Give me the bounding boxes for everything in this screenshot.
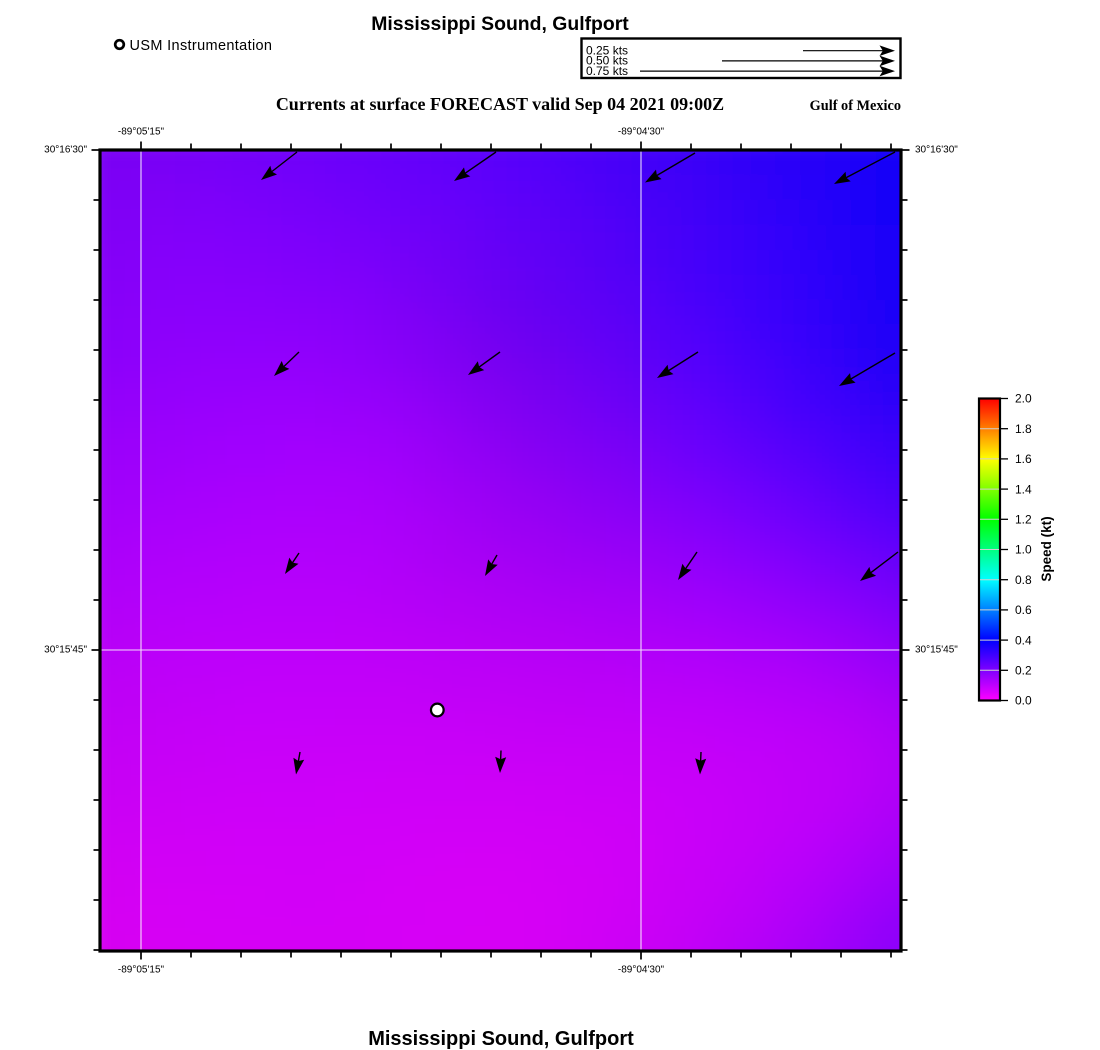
svg-text:Mississippi Sound, Gulfport: Mississippi Sound, Gulfport xyxy=(371,13,629,35)
svg-text:30°15'45": 30°15'45" xyxy=(44,645,87,656)
svg-text:1.2: 1.2 xyxy=(1015,513,1032,527)
svg-text:0.0: 0.0 xyxy=(1015,694,1032,708)
svg-text:-89°04'30": -89°04'30" xyxy=(618,965,665,976)
svg-text:Currents at surface FORECAST v: Currents at surface FORECAST valid Sep 0… xyxy=(276,94,724,114)
svg-text:30°16'30": 30°16'30" xyxy=(44,145,87,156)
svg-text:30°15'45": 30°15'45" xyxy=(915,645,958,656)
svg-text:1.6: 1.6 xyxy=(1015,452,1032,466)
svg-text:2.0: 2.0 xyxy=(1015,392,1032,406)
svg-text:USM Instrumentation: USM Instrumentation xyxy=(130,38,273,54)
svg-text:-89°05'15": -89°05'15" xyxy=(118,127,165,138)
svg-text:1.4: 1.4 xyxy=(1015,482,1032,496)
svg-text:0.50 kts: 0.50 kts xyxy=(586,54,628,68)
svg-text:-89°04'30": -89°04'30" xyxy=(618,127,665,138)
svg-text:0.75 kts: 0.75 kts xyxy=(586,64,628,78)
svg-text:Speed (kt): Speed (kt) xyxy=(1039,516,1054,581)
svg-text:0.2: 0.2 xyxy=(1015,664,1032,678)
svg-text:-89°05'15": -89°05'15" xyxy=(118,965,165,976)
svg-text:0.25 kts: 0.25 kts xyxy=(586,44,628,58)
svg-text:30°16'30": 30°16'30" xyxy=(915,145,958,156)
svg-text:0.6: 0.6 xyxy=(1015,603,1032,617)
svg-text:Mississippi Sound, Gulfport: Mississippi Sound, Gulfport xyxy=(368,1028,634,1050)
svg-text:0.8: 0.8 xyxy=(1015,573,1032,587)
svg-text:1.8: 1.8 xyxy=(1015,422,1032,436)
svg-text:0.4: 0.4 xyxy=(1015,633,1032,647)
svg-text:Gulf of Mexico: Gulf of Mexico xyxy=(810,98,901,114)
svg-text:1.0: 1.0 xyxy=(1015,543,1032,557)
